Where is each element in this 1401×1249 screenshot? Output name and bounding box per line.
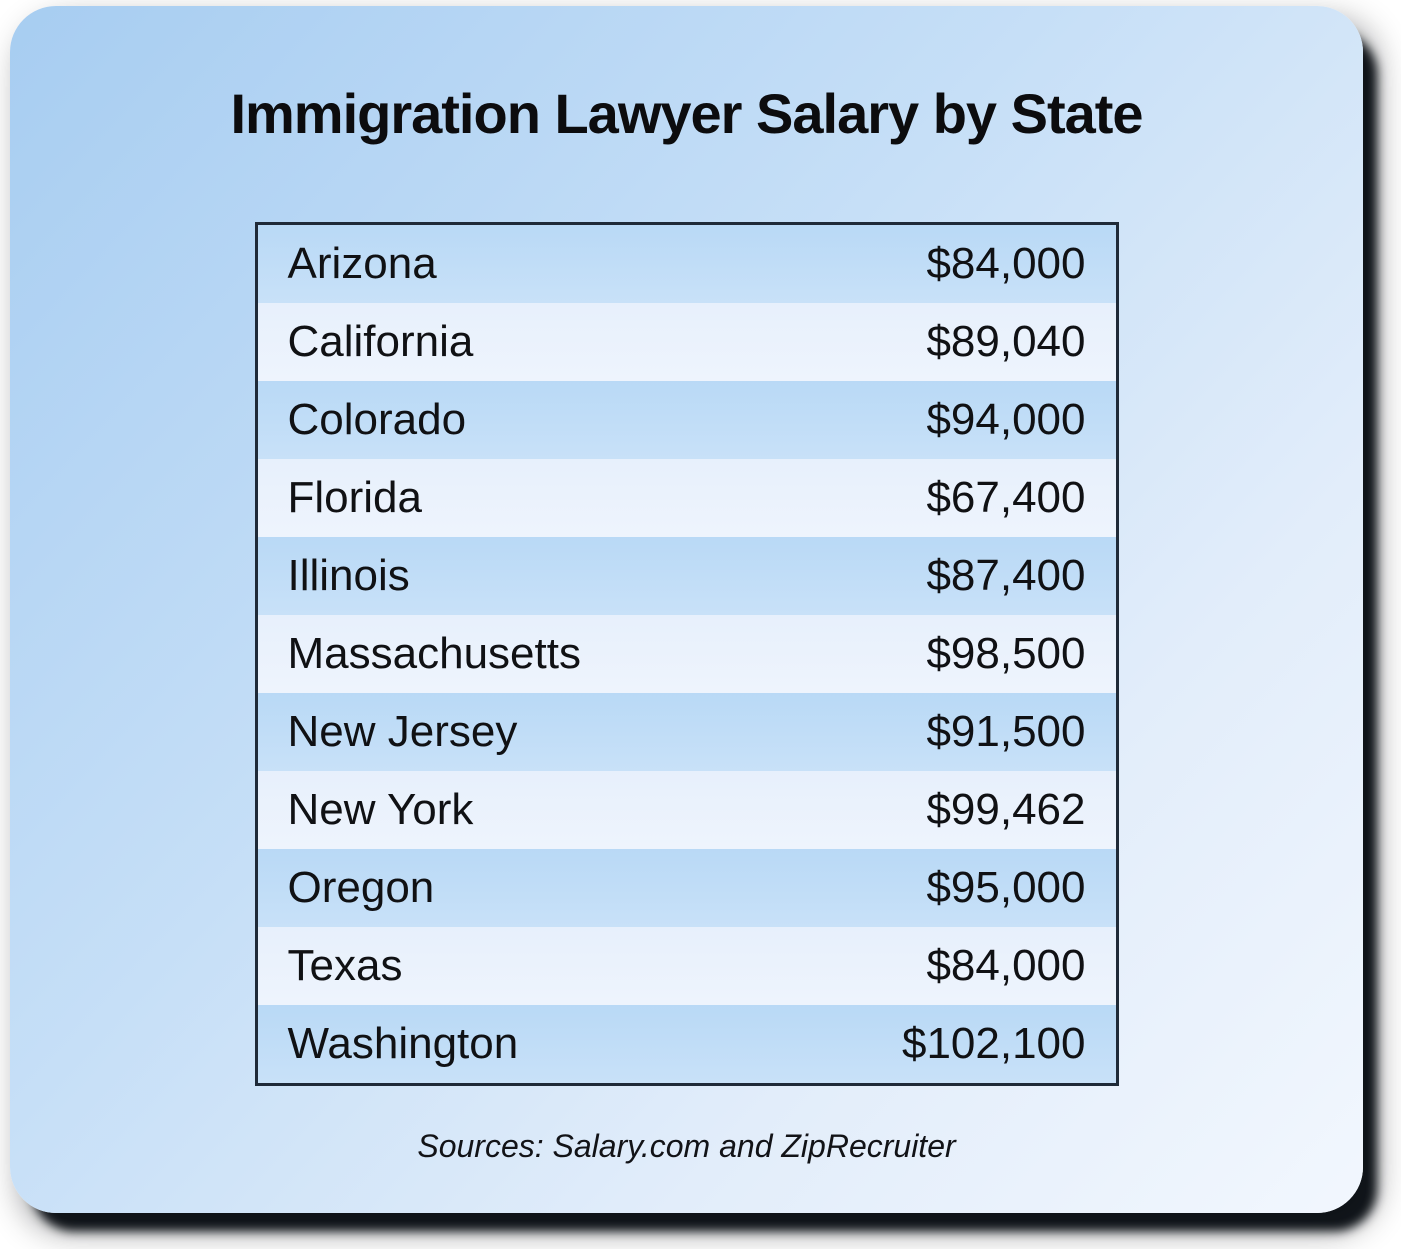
state-name: Washington [287,1019,519,1068]
salary-value: $99,462 [926,785,1086,834]
salary-value: $84,000 [926,941,1086,990]
table-row: California $89,040 [257,303,1116,381]
table-row: New York $99,462 [257,771,1116,849]
salary-value: $102,100 [901,1019,1086,1068]
page-title: Immigration Lawyer Salary by State [230,82,1143,145]
salary-value: $95,000 [926,863,1086,912]
state-name: Massachusetts [287,629,581,678]
salary-value: $67,400 [926,473,1086,522]
state-name: Arizona [287,239,437,288]
table-row: Texas $84,000 [257,927,1116,1005]
state-name: New York [287,785,474,834]
salary-value: $89,040 [926,317,1086,366]
state-name: New Jersey [287,707,518,756]
infographic-card: Immigration Lawyer Salary by State Arizo… [10,6,1363,1213]
salary-value: $87,400 [926,551,1086,600]
table-row: New Jersey $91,500 [257,693,1116,771]
state-name: Texas [287,941,403,990]
state-name: California [287,317,474,366]
salary-value: $98,500 [926,629,1086,678]
state-name: Oregon [287,863,435,912]
table-row: Florida $67,400 [257,459,1116,537]
salary-table: Arizona $84,000 California $89,040 Color… [254,222,1119,1086]
table-row: Washington $102,100 [257,1005,1116,1083]
table-row: Oregon $95,000 [257,849,1116,927]
state-name: Colorado [287,395,467,444]
card-content: Immigration Lawyer Salary by State Arizo… [10,6,1363,1213]
table-row: Arizona $84,000 [257,225,1116,303]
state-name: Illinois [287,551,410,600]
state-name: Florida [287,473,423,522]
source-note: Sources: Salary.com and ZipRecruiter [417,1128,956,1164]
salary-value: $84,000 [926,239,1086,288]
salary-value: $94,000 [926,395,1086,444]
table-row: Colorado $94,000 [257,381,1116,459]
salary-value: $91,500 [926,707,1086,756]
table-row: Illinois $87,400 [257,537,1116,615]
table-row: Massachusetts $98,500 [257,615,1116,693]
